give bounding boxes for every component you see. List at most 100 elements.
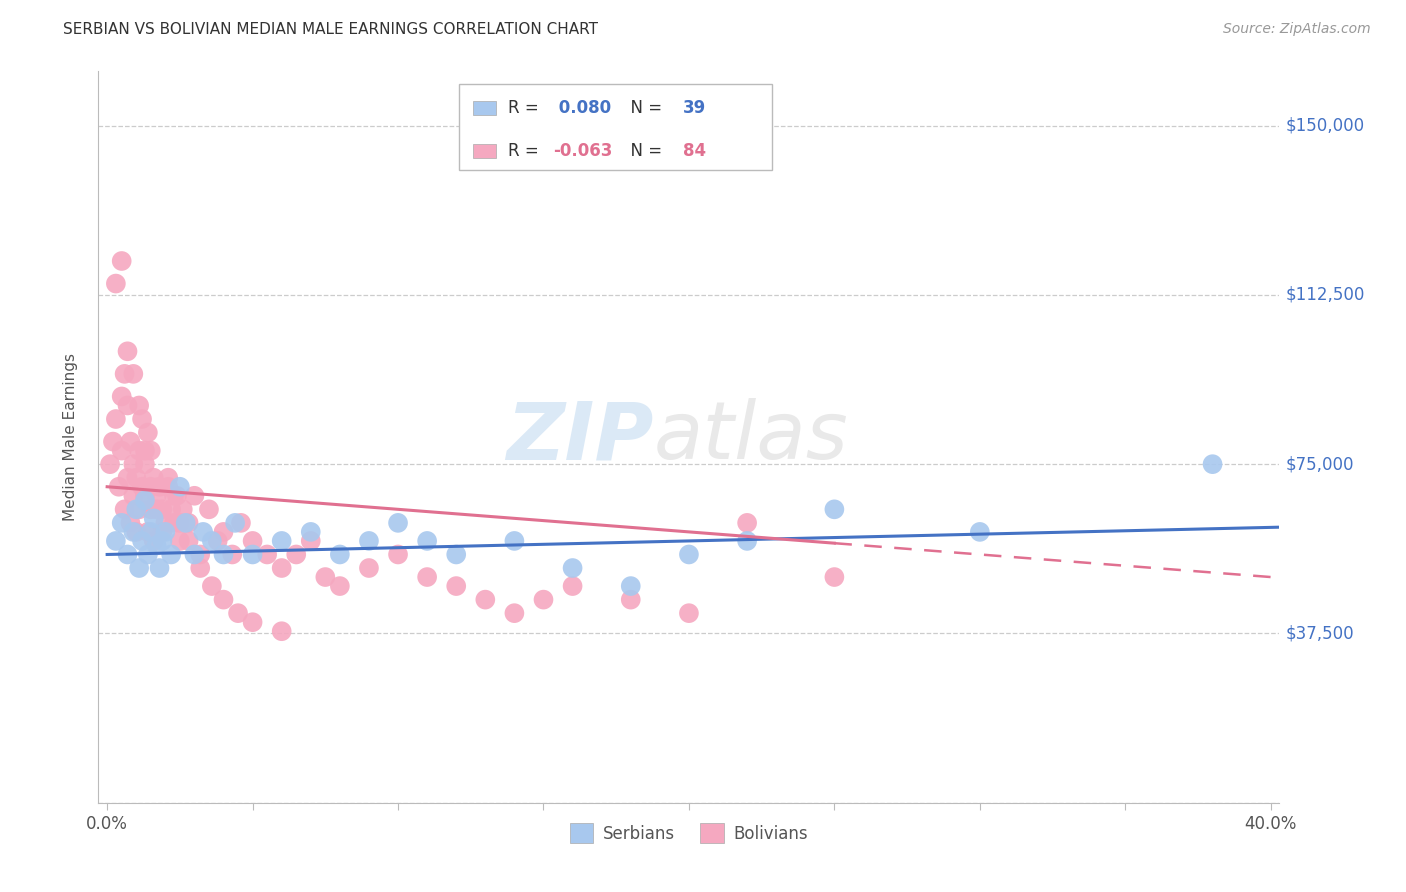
Point	[111, 516, 134, 530]
Point	[142, 511, 165, 525]
Point	[139, 443, 162, 458]
Point	[120, 516, 142, 530]
Point	[561, 579, 583, 593]
Point	[117, 548, 139, 562]
Text: R =: R =	[508, 99, 544, 117]
Point	[117, 399, 139, 413]
Point	[122, 524, 145, 539]
Point	[114, 502, 136, 516]
Y-axis label: Median Male Earnings: Median Male Earnings	[63, 353, 77, 521]
Point	[183, 489, 205, 503]
Point	[107, 480, 129, 494]
Point	[128, 502, 150, 516]
Point	[242, 533, 264, 548]
Point	[503, 533, 526, 548]
Point	[134, 489, 156, 503]
Point	[163, 489, 186, 503]
Point	[169, 480, 191, 494]
Point	[823, 570, 845, 584]
Point	[242, 615, 264, 630]
Point	[111, 443, 134, 458]
Point	[183, 548, 205, 562]
Point	[299, 533, 322, 548]
Point	[152, 533, 174, 548]
Point	[229, 516, 252, 530]
Point	[416, 533, 439, 548]
Text: $112,500: $112,500	[1285, 285, 1365, 304]
Text: $150,000: $150,000	[1285, 117, 1364, 135]
Point	[474, 592, 496, 607]
Point	[1201, 457, 1223, 471]
FancyBboxPatch shape	[458, 84, 772, 170]
Point	[145, 502, 167, 516]
FancyBboxPatch shape	[472, 144, 496, 159]
Point	[160, 502, 183, 516]
Point	[117, 344, 139, 359]
Point	[111, 389, 134, 403]
Point	[201, 579, 224, 593]
Point	[155, 524, 177, 539]
Point	[212, 548, 235, 562]
Point	[177, 516, 200, 530]
Point	[114, 367, 136, 381]
Point	[163, 516, 186, 530]
Point	[122, 367, 145, 381]
Text: 0.080: 0.080	[553, 99, 612, 117]
Point	[226, 606, 249, 620]
Point	[329, 579, 352, 593]
Point	[969, 524, 991, 539]
Point	[134, 493, 156, 508]
Point	[98, 457, 121, 471]
Text: N =: N =	[620, 142, 668, 161]
Point	[111, 254, 134, 268]
FancyBboxPatch shape	[472, 101, 496, 115]
Point	[139, 502, 162, 516]
Point	[242, 548, 264, 562]
Point	[256, 548, 278, 562]
Point	[221, 548, 243, 562]
Point	[416, 570, 439, 584]
Point	[142, 533, 165, 548]
Point	[128, 561, 150, 575]
Point	[191, 524, 214, 539]
Point	[678, 548, 700, 562]
Point	[620, 579, 643, 593]
Point	[201, 533, 224, 548]
Text: R =: R =	[508, 142, 544, 161]
Point	[125, 502, 148, 516]
Point	[160, 548, 183, 562]
Point	[101, 434, 124, 449]
Point	[104, 412, 127, 426]
Point	[177, 533, 200, 548]
Point	[157, 471, 180, 485]
Point	[157, 480, 180, 494]
Point	[172, 502, 194, 516]
Point	[136, 524, 159, 539]
Point	[387, 516, 409, 530]
Point	[198, 502, 221, 516]
Point	[387, 548, 409, 562]
Point	[131, 480, 153, 494]
Point	[125, 524, 148, 539]
Point	[678, 606, 700, 620]
Point	[104, 533, 127, 548]
Point	[139, 480, 162, 494]
Point	[224, 516, 246, 530]
Point	[533, 592, 555, 607]
Point	[270, 624, 292, 639]
Point	[188, 548, 211, 562]
Point	[128, 443, 150, 458]
Point	[125, 471, 148, 485]
Text: 84: 84	[683, 142, 706, 161]
Point	[136, 548, 159, 562]
Point	[314, 570, 336, 584]
Point	[148, 480, 170, 494]
Text: Source: ZipAtlas.com: Source: ZipAtlas.com	[1223, 22, 1371, 37]
Point	[155, 516, 177, 530]
Point	[823, 502, 845, 516]
Point	[122, 489, 145, 503]
Point	[207, 533, 229, 548]
Text: 39: 39	[683, 99, 706, 117]
Point	[134, 443, 156, 458]
Point	[148, 561, 170, 575]
